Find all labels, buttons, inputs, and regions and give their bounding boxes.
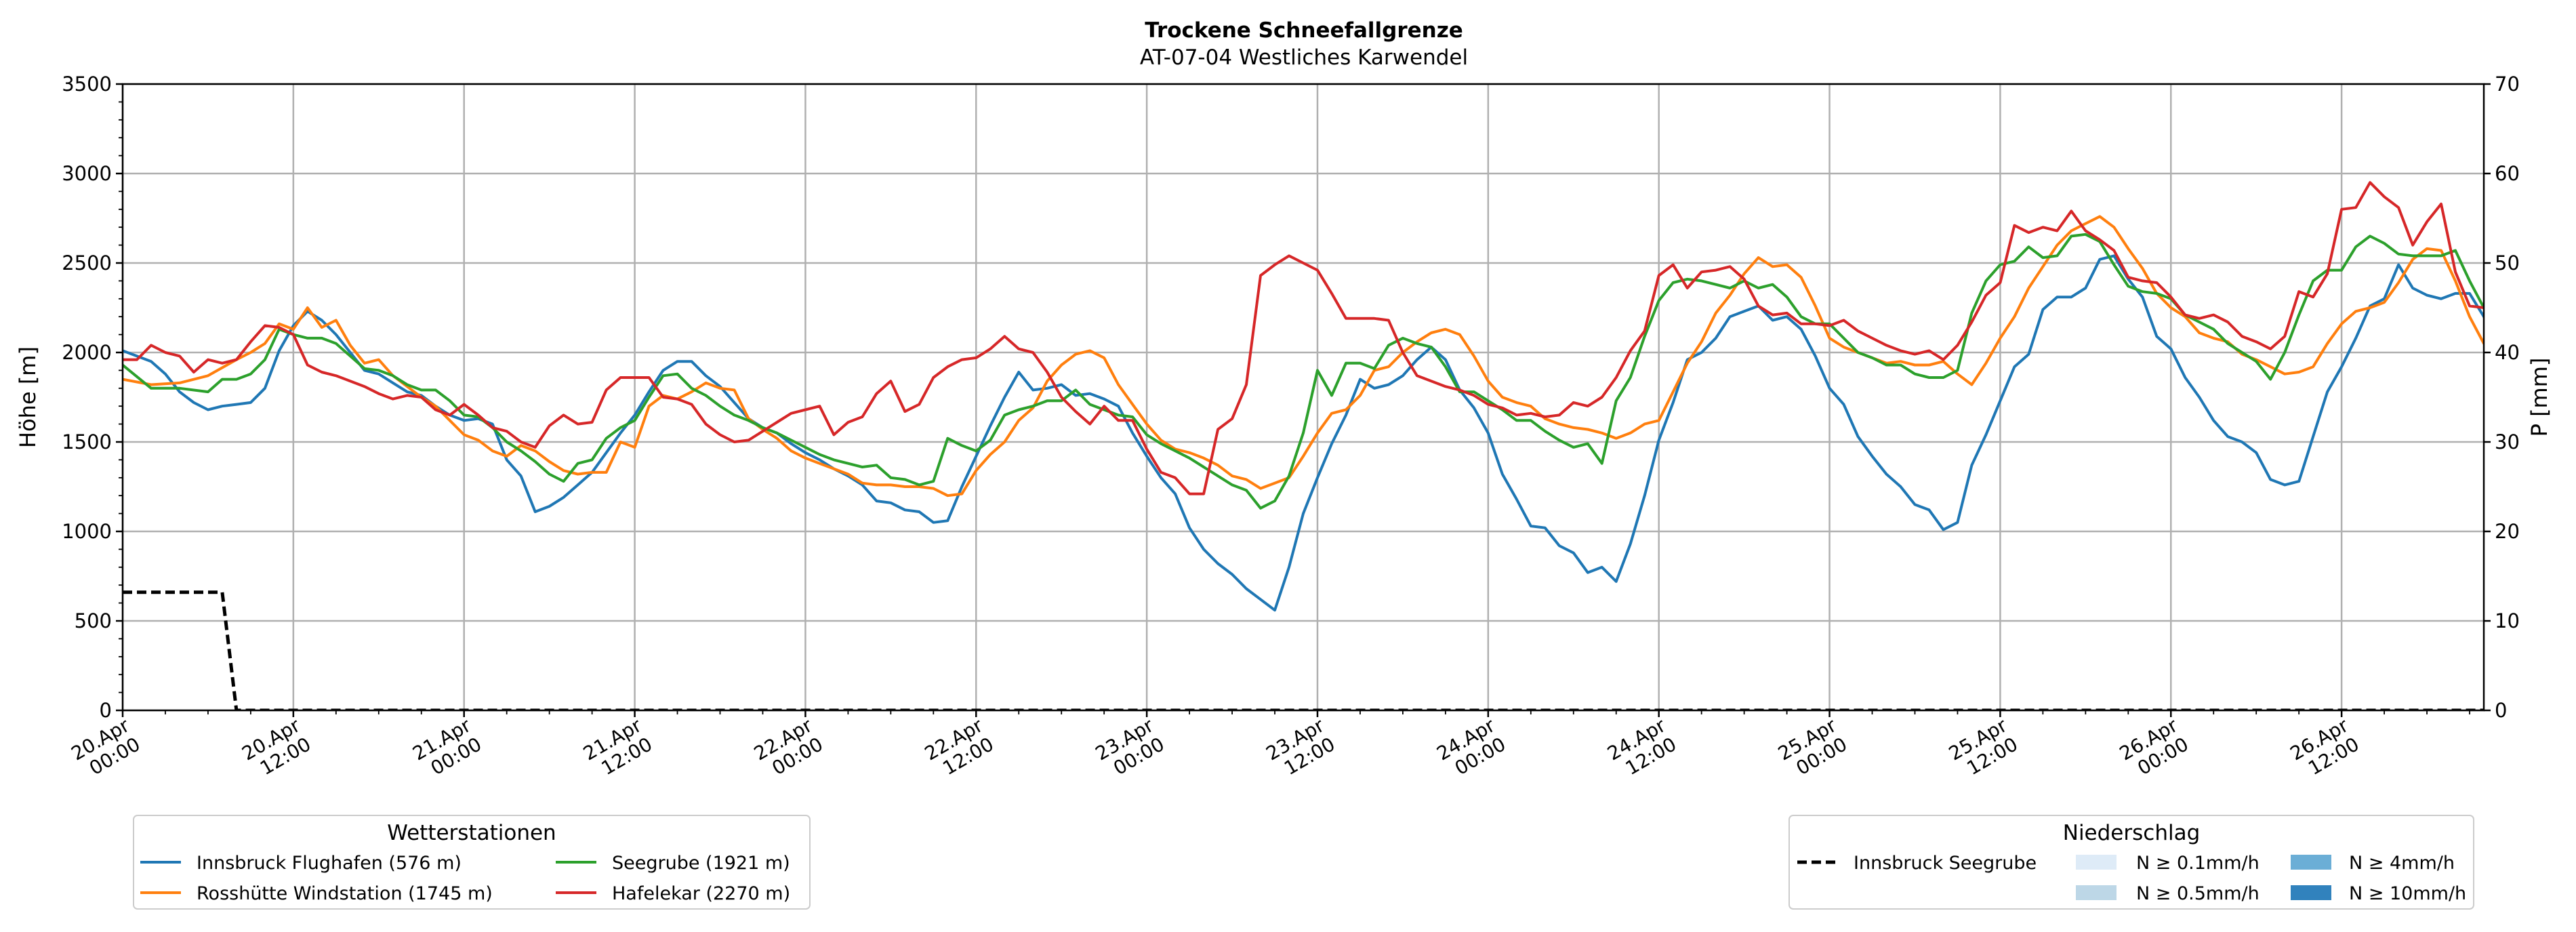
y-right-tick-label: 30 [2495, 430, 2520, 453]
legend-label-4: N ≥ 4mm/h [2349, 853, 2455, 874]
series-line-0 [123, 254, 2484, 612]
y-right-tick-label: 20 [2495, 520, 2520, 543]
legend-patch-0-5 [2076, 885, 2117, 900]
y-axis-label-left: Höhe [m] [15, 346, 41, 448]
legend-label-hafelekar: Hafelekar (2270 m) [612, 883, 790, 904]
legend-label-seegrube: Seegrube (1921 m) [612, 853, 790, 874]
legend-stations-frame [133, 815, 811, 910]
y-right-tick-label: 40 [2495, 341, 2520, 364]
y-right-tick-label: 50 [2495, 251, 2520, 275]
legend-precipitation: Niederschlag Innsbruck Seegrube N ≥ 0.1m… [1788, 815, 2474, 910]
grid [121, 83, 2484, 712]
series-line-2 [123, 232, 2484, 510]
legend-label-0-5: N ≥ 0.5mm/h [2136, 883, 2260, 904]
y-tick-label: 3000 [62, 162, 112, 185]
y-tick-label: 1500 [62, 430, 112, 453]
chart-subtitle: AT-07-04 Westliches Karwendel [1140, 45, 1468, 70]
legend-label-0-1: N ≥ 0.1mm/h [2136, 853, 2260, 874]
y-tick-label: 2000 [62, 341, 112, 364]
y-right-tick-label: 60 [2495, 162, 2520, 185]
chart-title: Trockene Schneefallgrenze [1145, 18, 1463, 43]
legend-patch-10 [2291, 885, 2331, 900]
y-tick-label: 3500 [62, 73, 112, 96]
legend-label-rosshuette: Rosshütte Windstation (1745 m) [197, 883, 493, 904]
y-tick-label: 2500 [62, 251, 112, 275]
series-line-3 [123, 181, 2484, 495]
series-group [123, 181, 2484, 710]
y-right-tick-label: 10 [2495, 609, 2520, 632]
legend-label-seegrube-precip: Innsbruck Seegrube [1854, 853, 2037, 874]
legend-stations-title: Wetterstationen [387, 821, 556, 845]
y-right-tick-label: 70 [2495, 73, 2520, 96]
y-tick-label: 500 [75, 609, 112, 632]
y-tick-label: 0 [100, 699, 112, 722]
legend-label-flughafen: Innsbruck Flughafen (576 m) [197, 853, 462, 874]
y-right-tick-label: 0 [2495, 699, 2507, 722]
legend-patch-4 [2291, 855, 2331, 870]
series-line-1 [123, 215, 2484, 498]
legend-stations: Wetterstationen Innsbruck Flughafen (576… [133, 815, 811, 910]
axes: 0 500 1000 1500 2000 2500 3000 3500 0 10 20 30 40 50 6… [62, 73, 2520, 779]
legend-patch-0-1 [2076, 855, 2117, 870]
legend-label-10: N ≥ 10mm/h [2349, 883, 2466, 904]
series-line-4 [123, 590, 2484, 710]
y-axis-label-right: P [mm] [2527, 358, 2552, 437]
y-tick-label: 1000 [62, 520, 112, 543]
plot-frame [121, 83, 2485, 712]
legend-precip-title: Niederschlag [2063, 821, 2201, 845]
